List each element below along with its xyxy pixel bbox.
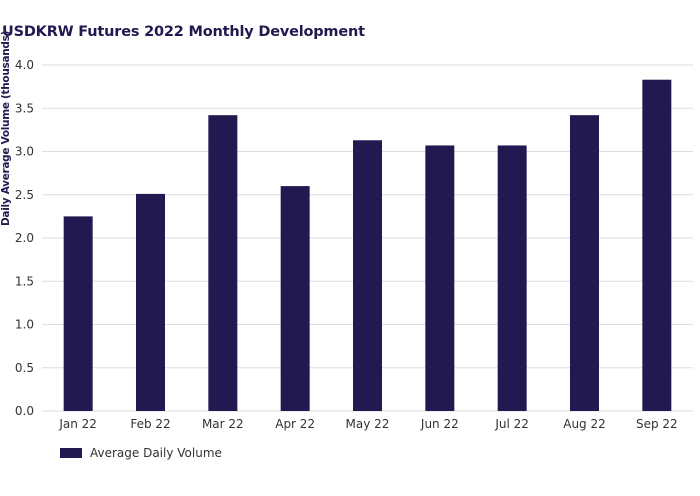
- bar: [136, 193, 165, 411]
- bar-chart: 0.0 0.5 1.0 1.5 2.0 2.5 3.0 3.5 4.0 Jan 22 Feb 22 M…: [15, 58, 693, 431]
- bar: [353, 140, 382, 411]
- x-tick-label: Jan 22: [58, 417, 97, 431]
- bar: [63, 216, 93, 411]
- legend-label: Average Daily Volume: [90, 446, 222, 460]
- x-tick-label: Jul 22: [494, 417, 529, 431]
- y-tick-label: 0.5: [15, 361, 34, 375]
- bar: [497, 145, 527, 411]
- chart-title: USDKRW Futures 2022 Monthly Development: [2, 24, 365, 40]
- y-tick-label: 1.0: [15, 318, 34, 332]
- y-tick-label: 2.0: [15, 231, 34, 245]
- y-tick-label: 2.5: [15, 188, 34, 202]
- x-tick-label: Feb 22: [130, 417, 170, 431]
- y-tick-label: 0.0: [15, 404, 34, 418]
- legend-swatch: [60, 448, 82, 458]
- x-tick-label: Aug 22: [563, 417, 606, 431]
- legend: Average Daily Volume: [60, 446, 222, 460]
- x-tick-label: Apr 22: [275, 417, 315, 431]
- x-tick-label: Sep 22: [636, 417, 678, 431]
- y-tick-label: 3.5: [15, 101, 34, 115]
- y-tick-label: 3.0: [15, 145, 34, 159]
- bar: [208, 115, 238, 412]
- y-tick-label: 1.5: [15, 274, 34, 288]
- bar: [570, 115, 599, 412]
- bar: [642, 79, 672, 411]
- x-tick-label: Mar 22: [202, 417, 244, 431]
- bar: [425, 145, 455, 411]
- x-tick-label: Jun 22: [420, 417, 459, 431]
- x-tick-label: May 22: [346, 417, 390, 431]
- bar: [280, 186, 310, 411]
- y-tick-label: 4.0: [15, 58, 34, 72]
